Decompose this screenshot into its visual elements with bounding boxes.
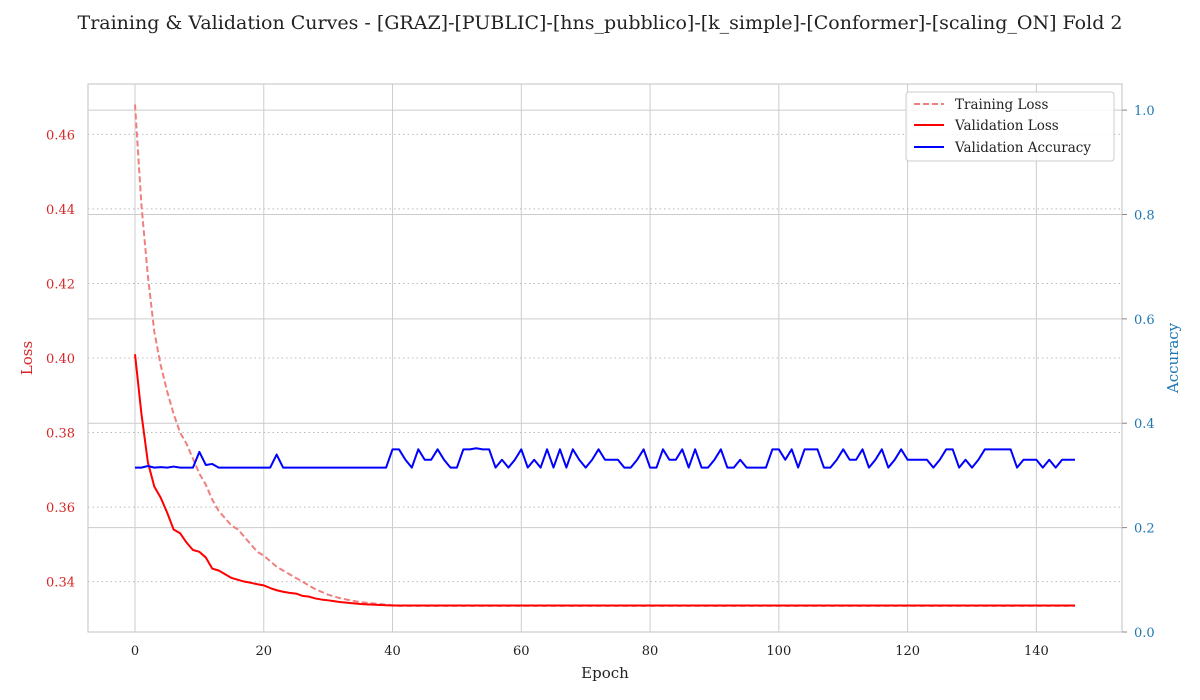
- x-tick-label: 0: [131, 644, 139, 659]
- validation-accuracy-line: [135, 447, 1075, 469]
- x-tick-label: 60: [513, 644, 530, 659]
- x-tick-label: 80: [642, 644, 659, 659]
- y-right-tick-label: 0.8: [1134, 208, 1155, 223]
- y-axis-left-label: Loss: [18, 341, 36, 375]
- legend-box: [905, 91, 1115, 162]
- legend-label-validation-loss: Validation Loss: [954, 118, 1059, 134]
- chart-title: Training & Validation Curves - [GRAZ]-[P…: [78, 12, 1123, 34]
- y-left-tick-label: 0.40: [46, 352, 75, 367]
- y-right-tick-label: 1.0: [1134, 104, 1155, 119]
- y-left-tick-label: 0.42: [46, 277, 75, 292]
- y-right-tick-label: 0.0: [1134, 626, 1155, 641]
- y-left-tick-label: 0.34: [46, 576, 75, 591]
- y-left-tick-label: 0.44: [46, 203, 75, 218]
- legend-label-validation-accuracy: Validation Accuracy: [954, 140, 1091, 156]
- y-left-tick-label: 0.36: [46, 501, 75, 516]
- y-right-tick-label: 0.2: [1134, 522, 1155, 537]
- y-right-tick-label: 0.4: [1134, 417, 1155, 432]
- x-tick-label: 40: [384, 644, 401, 659]
- y-right-tick-label: 0.6: [1134, 313, 1155, 328]
- series: [134, 104, 1075, 607]
- y-left-tick-label: 0.46: [46, 128, 75, 143]
- x-axis-label: Epoch: [581, 664, 629, 682]
- x-tick-label: 100: [766, 644, 791, 659]
- plot-frame: [87, 83, 1123, 633]
- axis-ticks: 0 20 40 60 80 100 120 140 0.0 0.2 0.4 0.6 0.8 1.0 0.34…: [46, 104, 1155, 659]
- x-tick-label: 140: [1024, 644, 1049, 659]
- y-axis-right-label: Accuracy: [1164, 322, 1182, 394]
- y-left-tick-label: 0.38: [46, 427, 75, 442]
- x-tick-label: 120: [895, 644, 920, 659]
- legend: Training Loss Validation Loss Validation…: [905, 91, 1115, 162]
- validation-loss-line: [134, 354, 1075, 607]
- x-tick-label: 20: [255, 644, 272, 659]
- legend-label-training-loss: Training Loss: [955, 97, 1048, 113]
